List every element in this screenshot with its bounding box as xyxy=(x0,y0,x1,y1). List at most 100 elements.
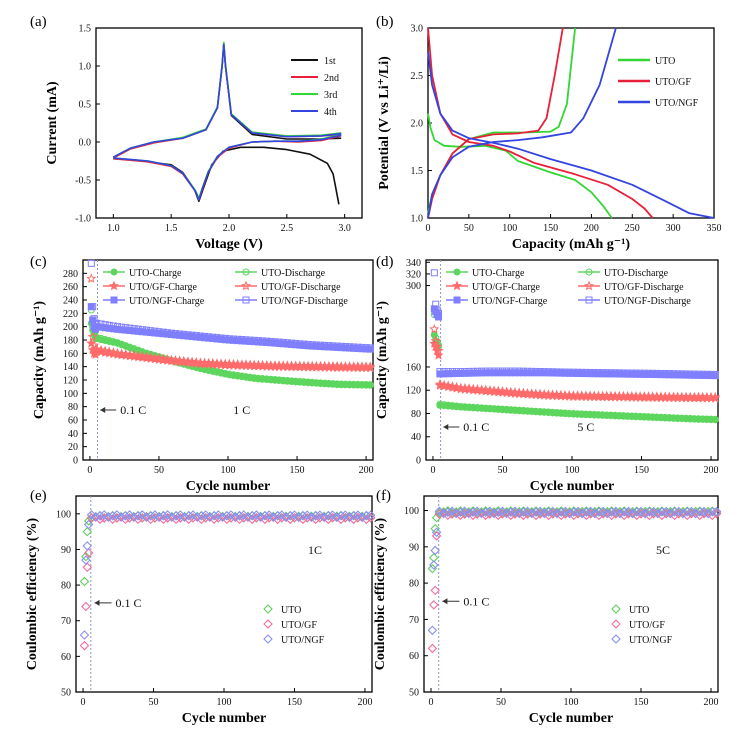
legend-label: UTO-Discharge xyxy=(261,268,326,279)
legend-marker xyxy=(585,268,593,276)
y-tick-label: 1.5 xyxy=(79,24,92,35)
data-point xyxy=(490,367,498,375)
data-point xyxy=(259,375,267,383)
data-point xyxy=(473,404,481,412)
data-point xyxy=(275,338,283,346)
data-point xyxy=(501,508,512,519)
legend-label: UTO xyxy=(629,605,649,616)
data-point xyxy=(188,331,196,339)
data-point xyxy=(246,373,254,381)
data-point xyxy=(234,335,242,343)
y-tick-label: 2.5 xyxy=(411,71,424,82)
data-point xyxy=(205,512,215,522)
data-point xyxy=(308,378,316,386)
y-tick-label: 60 xyxy=(61,652,71,663)
data-point xyxy=(129,512,139,522)
y-tick-label: 120 xyxy=(406,386,421,397)
data-point xyxy=(283,377,291,385)
data-point xyxy=(337,342,345,350)
legend-label: UTO/GF xyxy=(629,620,665,631)
y-tick-label: 300 xyxy=(406,281,421,292)
legend-label: UTO/GF-Discharge xyxy=(604,282,684,293)
data-point xyxy=(565,368,573,376)
data-point xyxy=(431,531,442,541)
data-point xyxy=(557,368,565,376)
y-tick-label: 180 xyxy=(63,336,78,347)
y-axis-label: Capacity (mAh g⁻¹) xyxy=(32,301,47,419)
data-point xyxy=(99,510,109,520)
data-point xyxy=(304,378,312,386)
data-point xyxy=(444,368,452,376)
data-point xyxy=(354,343,362,351)
y-tick-label: 200 xyxy=(63,322,78,333)
data-point xyxy=(590,410,598,418)
y-tick-label: 1.5 xyxy=(411,166,424,177)
data-point xyxy=(540,408,548,416)
panel-label: (a) xyxy=(30,14,47,30)
data-point xyxy=(312,379,320,387)
data-point xyxy=(519,406,527,414)
data-point xyxy=(79,630,90,640)
data-point xyxy=(263,375,271,383)
x-tick-label: 300 xyxy=(666,223,681,234)
y-tick-label: 140 xyxy=(63,362,78,373)
y-tick-label: 240 xyxy=(63,296,78,307)
data-point xyxy=(699,370,707,378)
y-tick-label: 160 xyxy=(406,362,421,373)
panel-label: (b) xyxy=(376,14,394,30)
x-tick-label: 100 xyxy=(502,223,517,234)
data-point xyxy=(649,369,657,377)
data-point xyxy=(281,512,291,522)
data-point xyxy=(482,367,490,375)
data-point xyxy=(86,273,97,283)
data-point xyxy=(640,369,648,377)
data-point xyxy=(532,407,540,415)
x-tick-label: 50 xyxy=(154,465,164,476)
data-point xyxy=(366,344,374,352)
data-point xyxy=(603,411,611,419)
data-point xyxy=(288,377,296,385)
data-point xyxy=(585,506,596,517)
data-point xyxy=(341,343,349,351)
data-point xyxy=(624,369,632,377)
x-tick-label: 100 xyxy=(221,465,236,476)
data-point xyxy=(472,506,482,517)
data-point xyxy=(357,512,367,522)
data-point xyxy=(271,376,279,384)
data-point xyxy=(674,370,682,378)
data-point xyxy=(329,342,337,350)
data-point xyxy=(315,510,325,520)
cv-curve-4th-anodic xyxy=(112,43,342,158)
y-tick-label: 1.0 xyxy=(79,62,92,73)
data-point xyxy=(590,369,598,377)
data-point xyxy=(317,379,325,387)
data-point xyxy=(217,512,228,522)
data-point xyxy=(82,562,93,573)
data-point xyxy=(486,367,494,375)
x-tick-label: 0 xyxy=(87,465,92,476)
x-tick-label: 150 xyxy=(634,697,649,708)
y-tick-label: 90 xyxy=(61,545,71,556)
y-axis-label: Capacity (mAh g⁻¹) xyxy=(375,301,390,419)
data-point xyxy=(536,407,544,415)
data-point xyxy=(560,506,571,517)
data-point xyxy=(234,371,242,379)
data-point xyxy=(275,376,283,384)
data-point xyxy=(271,338,279,346)
data-point xyxy=(444,401,452,409)
data-point xyxy=(536,368,544,376)
data-point xyxy=(288,339,296,347)
legend-label: UTO-Discharge xyxy=(604,268,669,279)
data-point xyxy=(569,507,579,517)
data-point xyxy=(254,374,262,382)
x-tick-label: 1.0 xyxy=(107,223,120,234)
rate-annotation: 1 C xyxy=(233,403,250,417)
data-point xyxy=(97,334,105,342)
data-point xyxy=(250,336,258,344)
legend-label: UTO/GF-Charge xyxy=(472,282,541,293)
x-axis-label: Cycle number xyxy=(529,711,613,726)
data-point xyxy=(699,506,709,517)
data-point xyxy=(293,512,304,522)
data-point xyxy=(649,413,657,421)
